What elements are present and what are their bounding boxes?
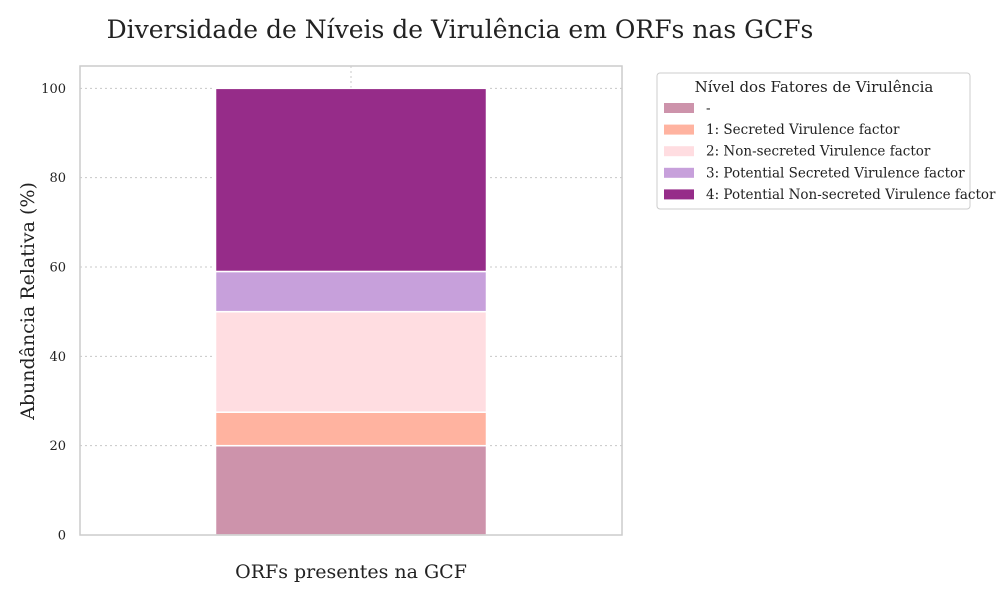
chart-title: Diversidade de Níveis de Virulência em O…: [107, 15, 814, 44]
legend-swatch: [664, 103, 694, 113]
legend-label: 1: Secreted Virulence factor: [706, 122, 900, 138]
y-tick-label: 100: [41, 82, 66, 97]
bar-segment: [214, 444, 488, 536]
y-tick-label: 40: [49, 350, 66, 365]
y-tick-label: 0: [58, 529, 66, 544]
legend-box: [656, 72, 971, 210]
y-tick-label: 60: [49, 261, 66, 276]
bar-segment: [214, 270, 488, 313]
legend-label: 4: Potential Non-secreted Virulence fact…: [706, 187, 996, 203]
legend-swatch: [664, 167, 694, 178]
plot-area: 0 20 40 60 80 100: [41, 65, 623, 544]
legend-swatch: [664, 146, 694, 157]
legend-swatch: [664, 124, 694, 135]
legend-swatch: [664, 189, 694, 200]
legend-label: -: [706, 101, 711, 117]
x-axis-label: ORFs presentes na GCF: [235, 561, 467, 583]
y-axis-label: Abundância Relativa (%): [17, 182, 39, 421]
bar-segment: [214, 411, 488, 447]
legend-title: Nível dos Fatores de Virulência: [695, 78, 934, 96]
legend-items: - 1: Secreted Virulence factor 2: Non-secr…: [664, 101, 996, 203]
bar-segment: [214, 87, 488, 273]
y-tick-label: 80: [49, 171, 66, 186]
y-tick-label: 20: [49, 439, 66, 454]
legend-label: 2: Non-secreted Virulence factor: [706, 144, 931, 160]
legend-label: 3: Potential Secreted Virulence factor: [706, 165, 965, 181]
axes-frame: [79, 65, 623, 536]
bar-segment: [214, 310, 488, 413]
legend: Nível dos Fatores de Virulência - 1: Secr…: [656, 72, 996, 210]
